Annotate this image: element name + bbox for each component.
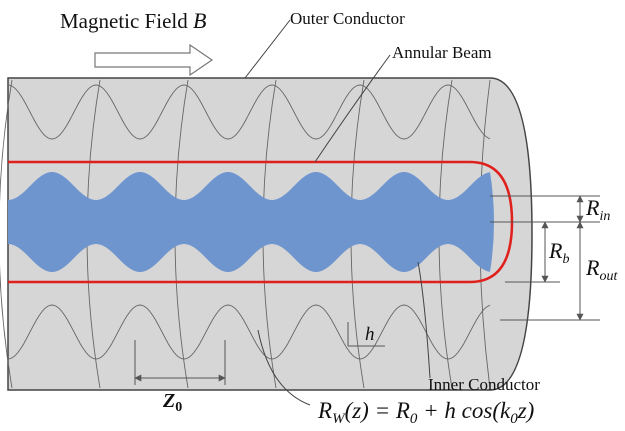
field-arrow (94, 43, 214, 77)
outer-conductor-label: Outer Conductor (290, 9, 405, 28)
symbol: B (193, 8, 206, 33)
annular-beam-label: Annular Beam (392, 43, 492, 62)
dimension-lines (134, 195, 600, 406)
formula-subscript: 0 (410, 411, 418, 427)
z0-label: Z0 (162, 390, 182, 415)
leader (257, 329, 311, 406)
inner-conductor (8, 172, 494, 272)
symbol: R (585, 255, 600, 280)
r-in-label: Rin (585, 195, 610, 224)
leader (417, 261, 431, 379)
formula: RW(z) = R0 + h cos(k0z) (317, 398, 534, 427)
formula-subscript: W (332, 411, 346, 427)
inner-conductor-label: Inner Conductor (428, 375, 540, 394)
magnetic-field-label: Magnetic Field B (60, 8, 206, 33)
formula-text: R (317, 398, 332, 423)
formula-subscript: 0 (510, 411, 518, 427)
leader (314, 54, 391, 163)
symbol: R (548, 238, 563, 263)
r-b-label: Rb (548, 238, 569, 267)
helix-line (7, 84, 491, 140)
text: Magnetic Field (60, 9, 188, 33)
h-label: h (365, 324, 375, 345)
symbol: Z (162, 390, 175, 412)
helix-line (0, 79, 13, 389)
leader (244, 19, 291, 79)
helix-line (7, 304, 491, 360)
subscript: b (562, 252, 569, 267)
subscript: in (599, 209, 610, 224)
formula-text: + h cos(k (417, 398, 511, 423)
formula-text: (z) = R (345, 398, 410, 423)
formula-text: z) (517, 398, 535, 423)
symbol: R (585, 195, 600, 220)
subscript: out (599, 269, 618, 284)
subscript: 0 (175, 400, 182, 415)
r-out-label: Rout (585, 255, 618, 284)
